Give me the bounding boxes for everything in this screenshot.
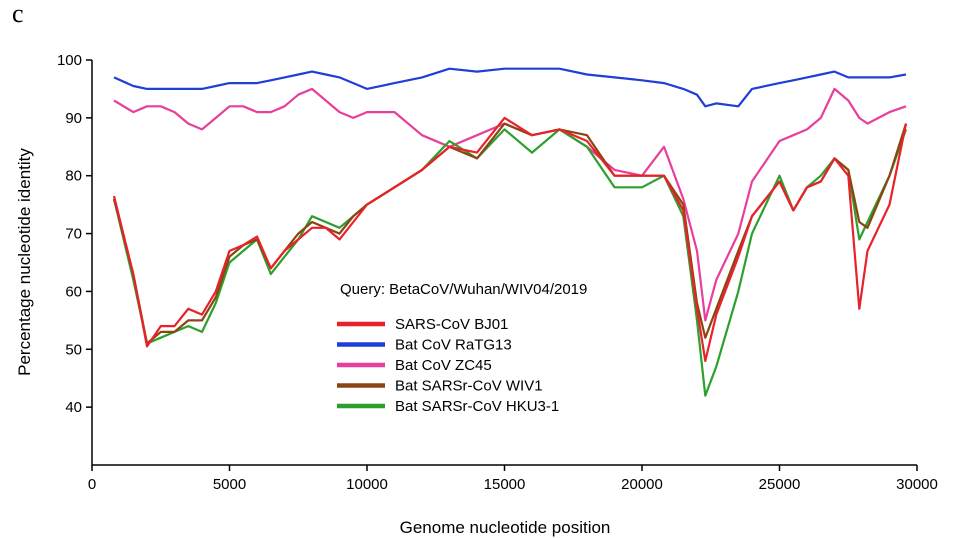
y-tick-label: 70: [65, 226, 82, 243]
y-tick-label: 60: [65, 283, 82, 300]
series-line: [112, 122, 908, 345]
x-tick-label: 10000: [346, 476, 388, 493]
y-tick-label: 80: [65, 168, 82, 185]
y-tick-label: 100: [57, 52, 82, 69]
x-tick-label: 20000: [621, 476, 663, 493]
annotation: Query: BetaCoV/Wuhan/WIV04/2019: [340, 281, 587, 298]
legend-label: Bat CoV RaTG13: [395, 337, 512, 354]
series-line: [112, 128, 908, 397]
series-line: [113, 67, 907, 108]
y-tick-label: 90: [65, 110, 82, 127]
y-tick-label: 50: [65, 341, 82, 358]
legend-label: SARS-CoV BJ01: [395, 316, 508, 333]
x-tick-label: 0: [88, 476, 96, 493]
y-tick-label: 40: [65, 399, 82, 416]
x-tick-label: 15000: [484, 476, 526, 493]
series-line: [112, 116, 908, 362]
panel-label: c: [12, 0, 24, 28]
legend-label: Bat SARSr-CoV WIV1: [395, 378, 543, 395]
x-tick-label: 25000: [759, 476, 801, 493]
legend-label: Bat CoV ZC45: [395, 357, 492, 374]
series-line: [113, 87, 907, 322]
legend-label: Bat SARSr-CoV HKU3-1: [395, 398, 559, 415]
y-axis-label: Percentage nucleotide identity: [15, 148, 34, 376]
x-tick-label: 5000: [213, 476, 246, 493]
x-axis-label: Genome nucleotide position: [400, 518, 611, 537]
x-tick-label: 30000: [896, 476, 938, 493]
